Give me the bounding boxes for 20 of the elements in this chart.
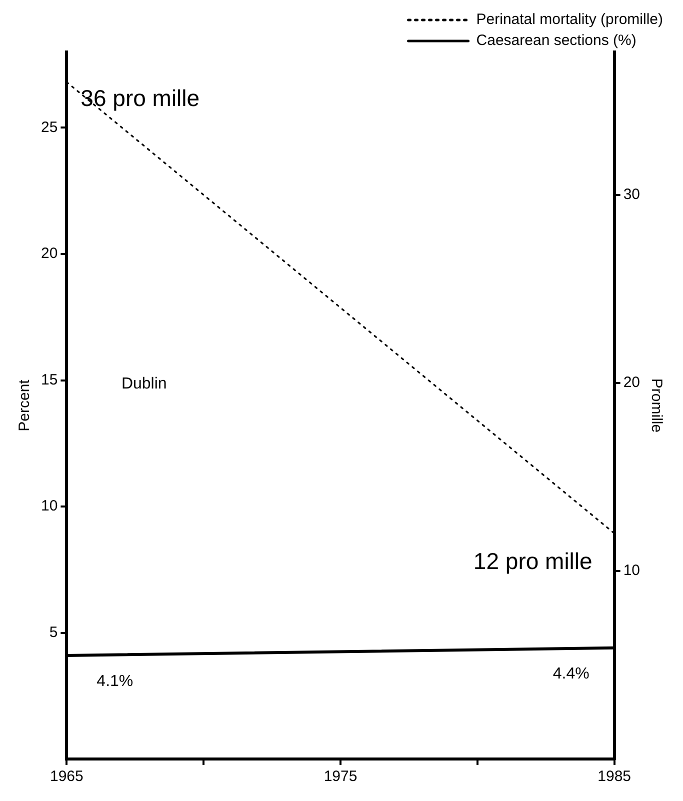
y2-tick-label: 10 [623,562,640,580]
y-tick-label: 15 [40,371,58,388]
data-label: 4.1% [96,672,134,690]
data-label: 12 pro mille [473,548,592,574]
data-label: 4.4% [552,665,590,682]
y-axis-title: Percent [16,378,34,432]
data-label: 36 pro mille [80,84,200,111]
x-tick-label: 1965 [50,768,84,786]
y-tick-label: 5 [49,624,58,641]
y-tick-label: 25 [40,118,58,136]
y2-tick-label: 30 [623,186,640,204]
annotation: Dublin [121,376,167,393]
x-tick-label: 1975 [324,768,358,786]
x-tick-label: 1985 [598,768,632,786]
y2-axis-title: Promille [648,378,665,433]
y2-tick-label: 20 [623,374,640,392]
y-tick-label: 20 [40,245,58,262]
legend-label: Caesarean sections (%) [476,32,636,50]
y-tick-label: 10 [40,498,58,515]
legend-label: Perinatal mortality (promille) [476,11,664,28]
